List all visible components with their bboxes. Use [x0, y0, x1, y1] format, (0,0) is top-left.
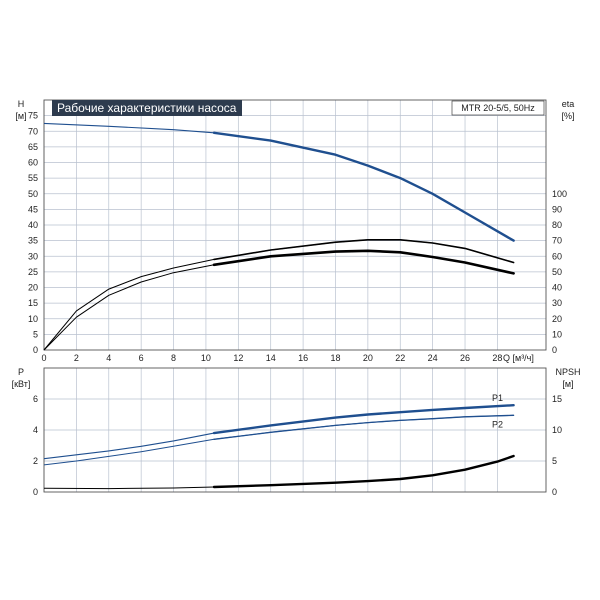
- x-tick-label: 22: [395, 353, 405, 363]
- p1-curve-operating-range: [212, 404, 515, 435]
- p2-series-label: P2: [492, 419, 503, 429]
- chart-title-box: [52, 100, 242, 116]
- y-tick-label: 0: [33, 345, 38, 355]
- y-axis-label: H: [18, 99, 25, 109]
- y-tick-label: 4: [33, 425, 38, 435]
- y-tick-label: 25: [28, 267, 38, 277]
- y-tick-label: 20: [28, 283, 38, 293]
- y2-tick-label: 40: [552, 283, 562, 293]
- eta-pump-curve-operating-range: [213, 239, 515, 264]
- y-axis-unit: [м]: [15, 111, 26, 121]
- y2-tick-label: 70: [552, 236, 562, 246]
- y2-tick-label: 30: [552, 298, 562, 308]
- y-tick-label: 65: [28, 142, 38, 152]
- y-tick-label: 10: [28, 314, 38, 324]
- y2-tick-label: 80: [552, 220, 562, 230]
- y-tick-label: 2: [33, 456, 38, 466]
- x-tick-label: 2: [74, 353, 79, 363]
- bottom-chart-panel: 0 2 4 6 0 5 10 15 P [кВт] NPSH [м] P1 P2: [12, 367, 581, 497]
- y2-tick-label: 10: [552, 425, 562, 435]
- y2-axis-unit: [%]: [561, 111, 574, 121]
- y-tick-label: 50: [28, 189, 38, 199]
- y2-tick-label: 0: [552, 487, 557, 497]
- y-tick-label: 0: [33, 487, 38, 497]
- y-axis-unit: [кВт]: [12, 379, 31, 389]
- y-tick-label: 5: [33, 329, 38, 339]
- y2-tick-label: 10: [552, 329, 562, 339]
- y-tick-label: 70: [28, 126, 38, 136]
- y2-tick-label: 100: [552, 189, 567, 199]
- y2-axis-label: NPSH: [555, 367, 580, 377]
- x-tick-label: 10: [201, 353, 211, 363]
- y2-tick-label: 15: [552, 394, 562, 404]
- y2-tick-label: 20: [552, 314, 562, 324]
- y-tick-label: 15: [28, 298, 38, 308]
- x-tick-label: 26: [460, 353, 470, 363]
- x-tick-label: 12: [233, 353, 243, 363]
- model-label-box: [451, 100, 545, 116]
- p2-curve-operating-range: [213, 414, 515, 440]
- p2-curve-line: [43, 414, 514, 466]
- x-tick-label: 0: [41, 353, 46, 363]
- top-chart-panel: 0 2 4 6 8 10 12 14 16 18 20 22 24 26 28051015202530354…: [15, 99, 574, 363]
- y-tick-label: 45: [28, 204, 38, 214]
- x-tick-label: 28: [492, 353, 502, 363]
- y2-tick-label: 50: [552, 267, 562, 277]
- x-tick-label: 24: [428, 353, 438, 363]
- p1-series-label: P1: [492, 393, 503, 403]
- x-tick-label: 20: [363, 353, 373, 363]
- y-tick-label: 75: [28, 111, 38, 121]
- x-tick-label: 4: [106, 353, 111, 363]
- x-tick-label: 16: [298, 353, 308, 363]
- y-tick-label: 60: [28, 158, 38, 168]
- y2-tick-label: 60: [552, 251, 562, 261]
- plot-frame: [43, 367, 547, 493]
- model-label: MTR 20-5/5, 50Hz: [461, 103, 535, 113]
- npsh-curve-operating-range: [212, 454, 515, 489]
- y2-tick-label: 5: [552, 456, 557, 466]
- y2-axis-label: eta: [562, 99, 575, 109]
- y-tick-label: 30: [28, 251, 38, 261]
- x-axis-label: Q [м³/ч]: [503, 353, 534, 363]
- head-curve-operating-range: [212, 131, 515, 242]
- x-tick-label: 6: [139, 353, 144, 363]
- y2-tick-label: 0: [552, 345, 557, 355]
- plot-frame: [43, 99, 547, 351]
- y-tick-label: 55: [28, 173, 38, 183]
- x-tick-label: 8: [171, 353, 176, 363]
- y2-axis-unit: [м]: [562, 379, 573, 389]
- y-tick-label: 40: [28, 220, 38, 230]
- eta-system-curve-line: [43, 250, 514, 351]
- y2-tick-label: 90: [552, 204, 562, 214]
- eta-system-curve-operating-range: [212, 249, 515, 275]
- y-axis-label: P: [18, 367, 24, 377]
- x-tick-label: 18: [330, 353, 340, 363]
- x-tick-label: 14: [266, 353, 276, 363]
- head-curve-line: [43, 122, 514, 242]
- y-tick-label: 6: [33, 394, 38, 404]
- chart-title: Рабочие характеристики насоса: [57, 101, 237, 115]
- y-tick-label: 35: [28, 236, 38, 246]
